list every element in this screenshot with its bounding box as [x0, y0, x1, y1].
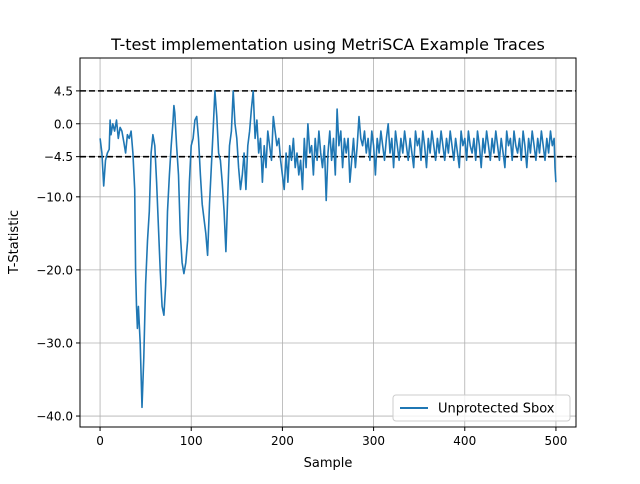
y-tick-label: −40.0 [36, 410, 73, 424]
y-axis-ticks: 4.5 0.0 −4.5 −10.0 −20.0 −30.0 −40.0 [36, 84, 80, 424]
x-axis-label: Sample [304, 456, 353, 471]
y-tick-label: −10.0 [36, 190, 73, 204]
series-line [99, 90, 557, 409]
x-tick-label: 100 [180, 434, 203, 448]
series-layer [99, 90, 557, 409]
legend-label: Unprotected Sbox [438, 402, 555, 417]
x-tick-label: 0 [96, 434, 104, 448]
y-axis-label: T-Statistic [7, 210, 22, 275]
y-tick-label: −20.0 [36, 263, 73, 277]
legend: Unprotected Sbox [392, 394, 571, 422]
y-tick-label: −4.5 [44, 150, 73, 164]
chart-title: T-test implementation using MetriSCA Exa… [110, 35, 545, 54]
y-tick-label: −30.0 [36, 336, 73, 350]
x-tick-label: 500 [544, 434, 567, 448]
x-tick-label: 400 [453, 434, 476, 448]
legend-box [392, 394, 571, 422]
x-axis-ticks: 0 100 200 300 400 500 [96, 427, 567, 448]
plot-area-frame [79, 57, 577, 428]
x-tick-label: 300 [362, 434, 385, 448]
x-tick-label: 200 [271, 434, 294, 448]
y-tick-label: 4.5 [54, 84, 73, 98]
y-tick-label: 0.0 [54, 117, 73, 131]
